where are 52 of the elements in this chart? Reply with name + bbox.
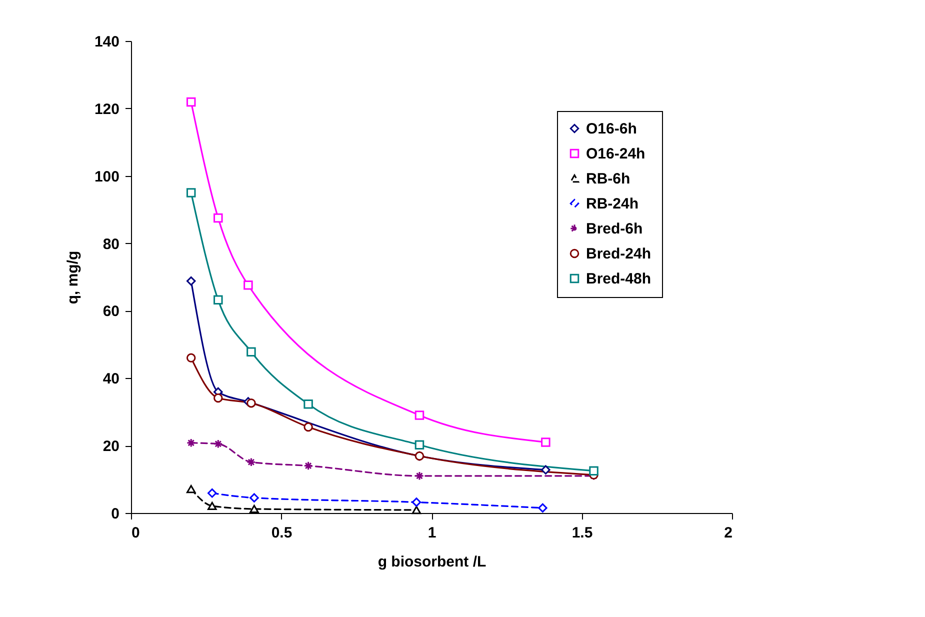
y-tick-label: 80: [102, 236, 120, 253]
x-tick-label: 0: [132, 524, 140, 542]
y-axis-title: q, mg/g: [64, 250, 82, 304]
point: [541, 438, 550, 447]
legend-label: RB-24h: [586, 196, 639, 212]
point: [244, 280, 253, 290]
point: [414, 440, 424, 450]
legend-label: Bred-6h: [586, 220, 643, 238]
x-axis-title: g biosorbent /L: [378, 554, 486, 570]
point: [414, 471, 424, 481]
x-tick-label: 1: [428, 524, 436, 542]
point: [186, 276, 196, 286]
point: [186, 438, 196, 448]
point: [186, 353, 196, 363]
point: [412, 506, 422, 514]
point: [250, 493, 259, 502]
point: [589, 466, 598, 476]
point: [186, 97, 196, 107]
legend-label: O16-6h: [586, 120, 637, 138]
point: [541, 465, 550, 474]
point: [214, 213, 223, 223]
point: [246, 347, 256, 356]
legend-label: RB-6h: [586, 170, 630, 188]
y-tick-label: 100: [94, 168, 120, 186]
point: [186, 188, 196, 198]
y-tick-label: 20: [102, 438, 120, 456]
point: [304, 461, 313, 470]
point: [414, 410, 424, 420]
x-tick-label: 0.5: [271, 524, 292, 542]
legend-label: O16-24h: [586, 146, 646, 162]
legend-label: Bred-48h: [586, 270, 652, 288]
y-tick-label: 120: [94, 100, 120, 118]
y-tick-label: 140: [94, 34, 120, 50]
point: [412, 498, 422, 507]
point: [186, 484, 196, 494]
y-tick-label: 60: [102, 303, 120, 320]
point: [214, 393, 223, 403]
point: [250, 504, 259, 514]
y-tick-label: 40: [102, 370, 120, 388]
x-tick-label: 2: [724, 524, 732, 542]
point: [208, 488, 217, 498]
point: [538, 503, 548, 513]
point: [246, 398, 256, 408]
point: [214, 439, 223, 449]
legend-label: Bred-24h: [586, 246, 652, 262]
point: [214, 295, 223, 305]
y-tick-label: 0: [111, 506, 120, 522]
point: [304, 399, 313, 409]
point: [246, 457, 256, 467]
point: [208, 502, 217, 510]
point: [304, 422, 313, 432]
x-tick-label: 1.5: [572, 524, 593, 542]
